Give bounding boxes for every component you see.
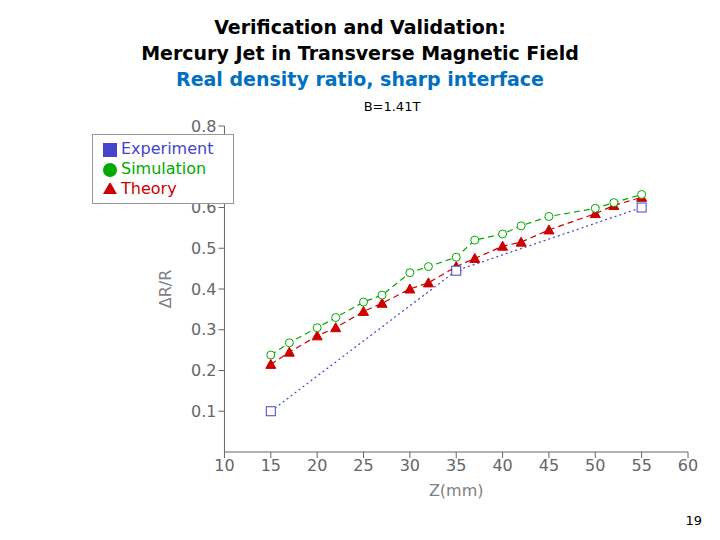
svg-text:40: 40 bbox=[492, 456, 512, 475]
svg-text:Z(mm): Z(mm) bbox=[429, 481, 484, 500]
svg-text:0.6: 0.6 bbox=[191, 198, 216, 217]
svg-text:0.5: 0.5 bbox=[191, 239, 216, 258]
svg-text:10: 10 bbox=[214, 456, 234, 475]
svg-text:55: 55 bbox=[631, 456, 651, 475]
svg-text:0.3: 0.3 bbox=[191, 320, 216, 339]
svg-text:30: 30 bbox=[400, 456, 420, 475]
svg-text:50: 50 bbox=[585, 456, 605, 475]
svg-text:45: 45 bbox=[539, 456, 559, 475]
svg-text:0.2: 0.2 bbox=[191, 361, 216, 380]
svg-text:0.4: 0.4 bbox=[191, 280, 216, 299]
svg-text:35: 35 bbox=[446, 456, 466, 475]
svg-text:25: 25 bbox=[353, 456, 373, 475]
svg-text:20: 20 bbox=[307, 456, 327, 475]
svg-text:0.7: 0.7 bbox=[191, 157, 216, 176]
svg-text:0.1: 0.1 bbox=[191, 402, 216, 421]
svg-text:0.8: 0.8 bbox=[191, 117, 216, 136]
svg-text:60: 60 bbox=[678, 456, 698, 475]
svg-text:ΔR/R: ΔR/R bbox=[156, 270, 175, 309]
svg-text:15: 15 bbox=[261, 456, 281, 475]
